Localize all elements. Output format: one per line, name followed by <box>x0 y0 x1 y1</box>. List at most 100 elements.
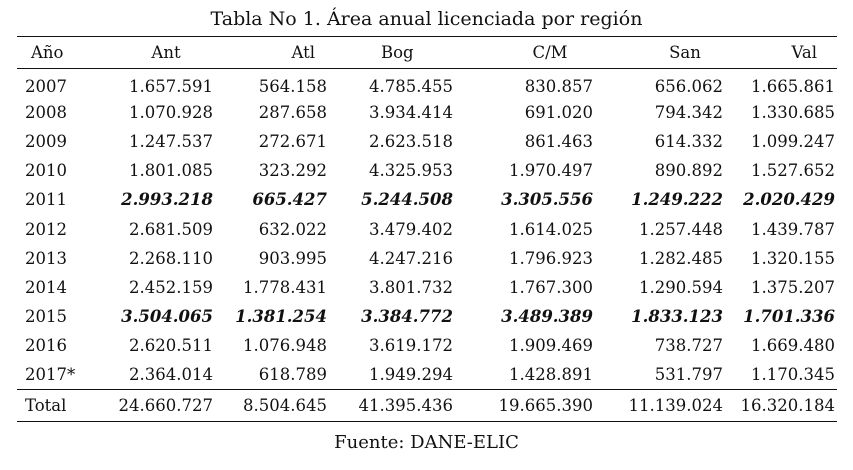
table-title: Tabla No 1. Área anual licenciada por re… <box>210 8 643 30</box>
value-cell: 1.527.652 <box>751 161 835 181</box>
value-cell: 4.785.455 <box>369 76 453 96</box>
table-row: 2012 2.681.509 632.022 3.479.402 1.614.025 1.… <box>17 214 837 243</box>
total-cell: 11.139.024 <box>595 389 725 423</box>
value-cell: 3.504.065 <box>121 307 213 327</box>
table-row: 2017* 2.364.014 618.789 1.949.294 1.428.891 5… <box>17 360 837 389</box>
value-cell: 3.619.172 <box>369 336 453 356</box>
table-row: 2016 2.620.511 1.076.948 3.619.172 1.909.469… <box>17 331 837 360</box>
value-cell: 1.320.155 <box>751 248 835 268</box>
header-cm: C/M <box>459 36 595 69</box>
value-cell: 3.305.556 <box>501 190 593 210</box>
year-cell: 2011 <box>25 190 67 210</box>
value-cell: 2.623.518 <box>369 131 453 151</box>
value-cell: 3.801.732 <box>369 277 453 297</box>
value-cell: 1.247.537 <box>129 131 213 151</box>
table-row: 2011 2.993.218 665.427 5.244.508 3.305.556 1.… <box>17 185 837 214</box>
value-cell: 3.934.414 <box>369 102 453 122</box>
header-year: Año <box>17 36 83 69</box>
value-cell: 738.727 <box>654 336 723 356</box>
value-cell: 1.257.448 <box>639 219 723 239</box>
value-cell: 1.439.787 <box>751 219 835 239</box>
table-row: 2007 1.657.591 564.158 4.785.455 830.857 656.… <box>17 69 837 98</box>
value-cell: 4.325.953 <box>369 161 453 181</box>
value-cell: 1.290.594 <box>639 277 723 297</box>
value-cell: 3.384.772 <box>361 307 453 327</box>
value-cell: 2.268.110 <box>129 248 213 268</box>
value-cell: 2.364.014 <box>129 365 213 385</box>
total-label: Total <box>17 389 83 423</box>
value-cell: 1.070.928 <box>129 102 213 122</box>
header-val: Val <box>725 36 837 69</box>
value-cell: 1.249.222 <box>631 190 723 210</box>
value-cell: 1.381.254 <box>235 307 327 327</box>
value-cell: 1.099.247 <box>751 131 835 151</box>
value-cell: 531.797 <box>654 365 723 385</box>
total-cell: 41.395.436 <box>329 389 459 423</box>
table-row: 2014 2.452.159 1.778.431 3.801.732 1.767.300… <box>17 273 837 302</box>
value-cell: 2.452.159 <box>129 277 213 297</box>
value-cell: 1.170.345 <box>751 365 835 385</box>
value-cell: 323.292 <box>258 161 327 181</box>
value-cell: 1.970.497 <box>509 161 593 181</box>
year-cell: 2007 <box>25 76 67 96</box>
value-cell: 1.778.431 <box>243 277 327 297</box>
value-cell: 1.375.207 <box>751 277 835 297</box>
source-note: Fuente: DANE-ELIC <box>334 432 519 453</box>
year-cell: 2015 <box>25 307 67 327</box>
value-cell: 1.701.336 <box>743 307 835 327</box>
value-cell: 2.620.511 <box>129 336 213 356</box>
year-cell: 2012 <box>25 219 67 239</box>
year-cell: 2013 <box>25 248 67 268</box>
table-row: 2015 3.504.065 1.381.254 3.384.772 3.489.389… <box>17 302 837 331</box>
value-cell: 1.657.591 <box>129 76 213 96</box>
header-atl: Atl <box>215 36 329 69</box>
table-row: 2010 1.801.085 323.292 4.325.953 1.970.497 89… <box>17 156 837 185</box>
value-cell: 2.020.429 <box>743 190 835 210</box>
value-cell: 1.801.085 <box>129 161 213 181</box>
year-cell: 2008 <box>25 102 67 122</box>
value-cell: 1.909.469 <box>509 336 593 356</box>
value-cell: 656.062 <box>654 76 723 96</box>
year-cell: 2014 <box>25 277 67 297</box>
table-row: 2009 1.247.537 272.671 2.623.518 861.463 614.… <box>17 127 837 156</box>
value-cell: 2.993.218 <box>121 190 213 210</box>
total-cell: 16.320.184 <box>725 389 837 423</box>
value-cell: 861.463 <box>524 131 593 151</box>
value-cell: 1.665.861 <box>751 76 835 96</box>
year-cell: 2010 <box>25 161 67 181</box>
value-cell: 632.022 <box>258 219 327 239</box>
total-cell: 19.665.390 <box>459 389 595 423</box>
value-cell: 272.671 <box>258 131 327 151</box>
value-cell: 3.479.402 <box>369 219 453 239</box>
value-cell: 1.949.294 <box>369 365 453 385</box>
value-cell: 2.681.509 <box>129 219 213 239</box>
table-row: 2008 1.070.928 287.658 3.934.414 691.020 794.… <box>17 98 837 127</box>
value-cell: 4.247.216 <box>369 248 453 268</box>
data-table: Año Ant Atl Bog C/M San Val 2007 1.657.59… <box>17 36 837 423</box>
value-cell: 5.244.508 <box>361 190 453 210</box>
value-cell: 903.995 <box>258 248 327 268</box>
year-cell: 2017* <box>25 365 76 385</box>
year-cell: 2009 <box>25 131 67 151</box>
header-san: San <box>595 36 725 69</box>
total-cell: 24.660.727 <box>83 389 215 423</box>
header-bog: Bog <box>329 36 459 69</box>
value-cell: 830.857 <box>524 76 593 96</box>
value-cell: 564.158 <box>258 76 327 96</box>
value-cell: 691.020 <box>524 102 593 122</box>
value-cell: 890.892 <box>654 161 723 181</box>
value-cell: 1.767.300 <box>509 277 593 297</box>
value-cell: 794.342 <box>654 102 723 122</box>
value-cell: 1.796.923 <box>509 248 593 268</box>
header-ant: Ant <box>83 36 215 69</box>
table-body: 2007 1.657.591 564.158 4.785.455 830.857 656.… <box>17 69 837 390</box>
header-row: Año Ant Atl Bog C/M San Val <box>17 36 837 69</box>
table-row: 2013 2.268.110 903.995 4.247.216 1.796.923 1.… <box>17 244 837 273</box>
value-cell: 665.427 <box>252 190 327 210</box>
value-cell: 1.428.891 <box>509 365 593 385</box>
value-cell: 1.330.685 <box>751 102 835 122</box>
value-cell: 1.076.948 <box>243 336 327 356</box>
value-cell: 1.669.480 <box>751 336 835 356</box>
value-cell: 3.489.389 <box>501 307 593 327</box>
